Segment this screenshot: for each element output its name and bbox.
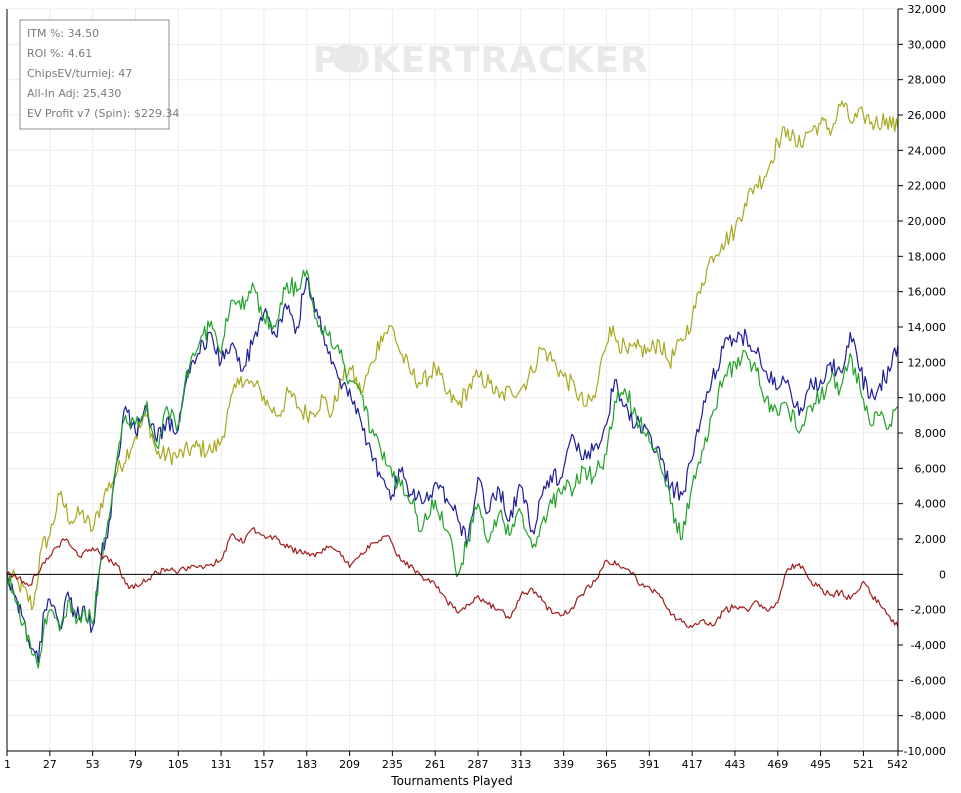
y-tick-label-11: 12,000	[908, 356, 947, 369]
watermark-right: TRACKER	[455, 40, 649, 81]
series-line-3	[6, 527, 899, 629]
y-tick-label-3: -4,000	[911, 639, 946, 652]
y-tick-label-18: 26,000	[908, 109, 947, 122]
series-line-1	[6, 276, 899, 664]
x-tick-label-3: 79	[128, 758, 142, 771]
x-tick-label-7: 183	[296, 758, 317, 771]
series-line-0	[6, 100, 899, 611]
x-tick-label-8: 209	[339, 758, 360, 771]
y-tick-label-14: 18,000	[908, 250, 947, 263]
y-tick-label-21: 32,000	[908, 3, 947, 16]
y-tick-label-13: 16,000	[908, 286, 947, 299]
y-tick-label-9: 8,000	[915, 427, 947, 440]
x-axis-ticks: 1 27 53 79 105 131 157 183 209 235 261 287 313 339 365…	[4, 751, 908, 771]
x-tick-label-13: 339	[553, 758, 574, 771]
y-tick-label-7: 4,000	[915, 498, 947, 511]
stats-box-border	[19, 19, 170, 130]
x-tick-label-21: 542	[887, 758, 908, 771]
y-tick-label-5: 0	[939, 568, 946, 581]
y-tick-label-4: -2,000	[911, 604, 946, 617]
x-tick-label-14: 365	[596, 758, 617, 771]
stat-chipsev: ChipsEV/turniej: 47	[27, 67, 132, 80]
x-tick-label-20: 521	[853, 758, 874, 771]
x-tick-label-18: 469	[767, 758, 788, 771]
x-tick-label-0: 1	[4, 758, 11, 771]
stats-box: ITM %: 34.50 ROI %: 4.61 ChipsEV/turniej…	[19, 19, 179, 130]
x-tick-label-10: 261	[425, 758, 446, 771]
x-tick-label-16: 417	[682, 758, 703, 771]
x-tick-label-4: 105	[168, 758, 189, 771]
y-axis-ticks: -10,000 -8,000 -6,000 -4,000 -2,000 0 2,000 4,0…	[898, 3, 946, 758]
x-tick-label-12: 313	[510, 758, 531, 771]
x-tick-label-5: 131	[211, 758, 232, 771]
y-tick-label-17: 24,000	[908, 144, 947, 157]
y-tick-label-1: -8,000	[911, 710, 946, 723]
y-tick-label-8: 6,000	[915, 462, 947, 475]
x-tick-label-15: 391	[639, 758, 660, 771]
y-tick-label-12: 14,000	[908, 321, 947, 334]
stat-itm: ITM %: 34.50	[27, 27, 99, 40]
y-tick-label-19: 28,000	[908, 74, 947, 87]
y-tick-label-6: 2,000	[915, 533, 947, 546]
y-tick-label-20: 30,000	[908, 38, 947, 51]
poker-chip-icon	[333, 44, 361, 72]
y-tick-label-16: 22,000	[908, 180, 947, 193]
x-axis-title: Tournaments Played	[390, 774, 512, 788]
x-tick-label-9: 235	[382, 758, 403, 771]
series-line-2	[6, 269, 899, 669]
y-tick-label-0: -10,000	[904, 745, 946, 758]
stat-roi: ROI %: 4.61	[27, 47, 92, 60]
x-tick-label-6: 157	[253, 758, 274, 771]
stat-allin-adj: All-In Adj: 25,430	[27, 87, 121, 100]
stat-ev-profit: EV Profit v7 (Spin): $229.34	[27, 107, 179, 120]
x-tick-label-19: 495	[810, 758, 831, 771]
y-tick-label-15: 20,000	[908, 215, 947, 228]
y-tick-label-2: -6,000	[911, 674, 946, 687]
watermark: POKER TRACKER	[313, 40, 649, 81]
series-lines	[6, 100, 899, 669]
x-tick-label-2: 53	[86, 758, 100, 771]
x-tick-label-17: 443	[724, 758, 745, 771]
plot-frame	[6, 9, 899, 752]
x-tick-label-1: 27	[43, 758, 57, 771]
x-tick-label-11: 287	[468, 758, 489, 771]
y-tick-label-10: 10,000	[908, 392, 947, 405]
